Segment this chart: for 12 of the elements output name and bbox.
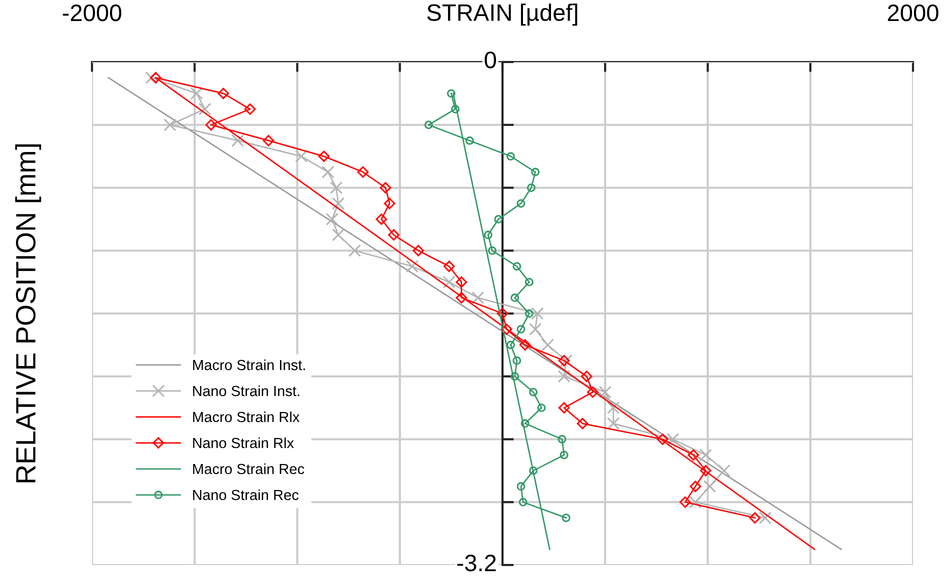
x-axis-title: STRAIN [µdef]	[427, 4, 578, 26]
legend-label: Nano Strain Rec	[193, 489, 299, 500]
legend-label: Nano Strain Inst.	[193, 385, 300, 396]
y-tick-label: -3.2	[457, 554, 496, 572]
legend-label: Macro Strain Inst.	[193, 359, 305, 370]
legend-label: Macro Strain Rlx	[193, 411, 300, 422]
legend-label: Nano Strain Rlx	[193, 437, 294, 448]
x-tick-label: -2000	[62, 4, 122, 22]
y-axis-title: RELATIVE POSITION [mm]	[15, 144, 42, 482]
legend-label: Macro Strain Rec	[193, 463, 304, 474]
y-tick-label: 0	[484, 52, 496, 68]
x-tick-label: 2000	[888, 4, 938, 22]
